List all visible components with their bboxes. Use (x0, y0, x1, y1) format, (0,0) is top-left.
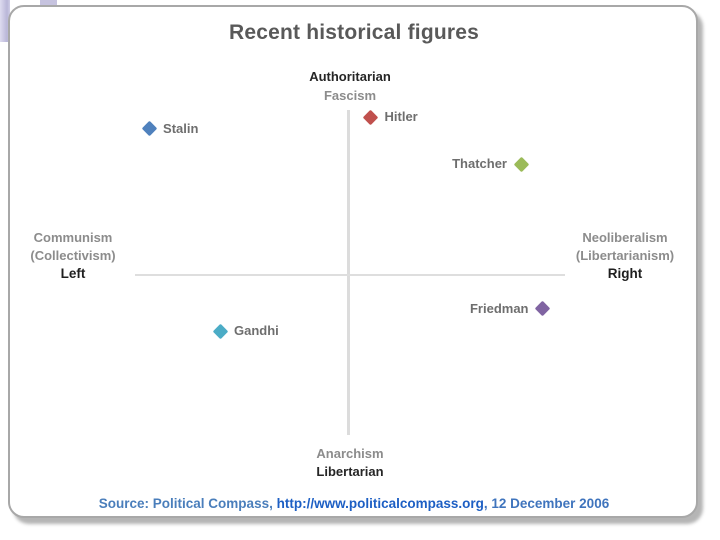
chart-title: Recent historical figures (228, 21, 480, 44)
point-label-gandhi: Gandhi (234, 323, 279, 339)
slide-edge-decoration-left (0, 0, 10, 42)
slide-card (8, 5, 698, 518)
axis-label-libertarian: Libertarian (316, 464, 384, 479)
source-date: , 12 December 2006 (483, 496, 610, 511)
axis-label-authoritarian: Authoritarian (309, 69, 391, 84)
axis-sublabel-libertarianism: (Libertarianism) (575, 248, 675, 263)
axis-label-left: Left (60, 266, 86, 281)
axis-sublabel-anarchism: Anarchism (316, 446, 384, 461)
source-prefix: Source: Political Compass, (98, 496, 277, 511)
axis-sublabel-communism: Communism (33, 230, 113, 245)
axis-label-right: Right (607, 266, 643, 281)
axis-label-block-left: Communism (Collectivism) Left (16, 229, 130, 283)
axis-sublabel-neoliberalism: Neoliberalism (582, 230, 668, 245)
vertical-axis-line (347, 110, 350, 435)
source-attribution: Source: Political Compass, http://www.po… (8, 496, 700, 511)
slide-edge-decoration-top (40, 0, 57, 6)
axis-label-block-right: Neoliberalism (Libertarianism) Right (564, 229, 686, 283)
axis-sublabel-fascism: Fascism (323, 88, 377, 103)
axis-sublabel-collectivism: (Collectivism) (30, 248, 116, 263)
point-label-stalin: Stalin (163, 120, 199, 136)
point-label-friedman: Friedman (469, 300, 529, 316)
source-url-link[interactable]: http://www.politicalcompass.org (276, 496, 484, 511)
point-label-hitler: Hitler (384, 109, 418, 125)
horizontal-axis-line (135, 274, 565, 276)
point-label-thatcher: Thatcher (452, 156, 507, 172)
